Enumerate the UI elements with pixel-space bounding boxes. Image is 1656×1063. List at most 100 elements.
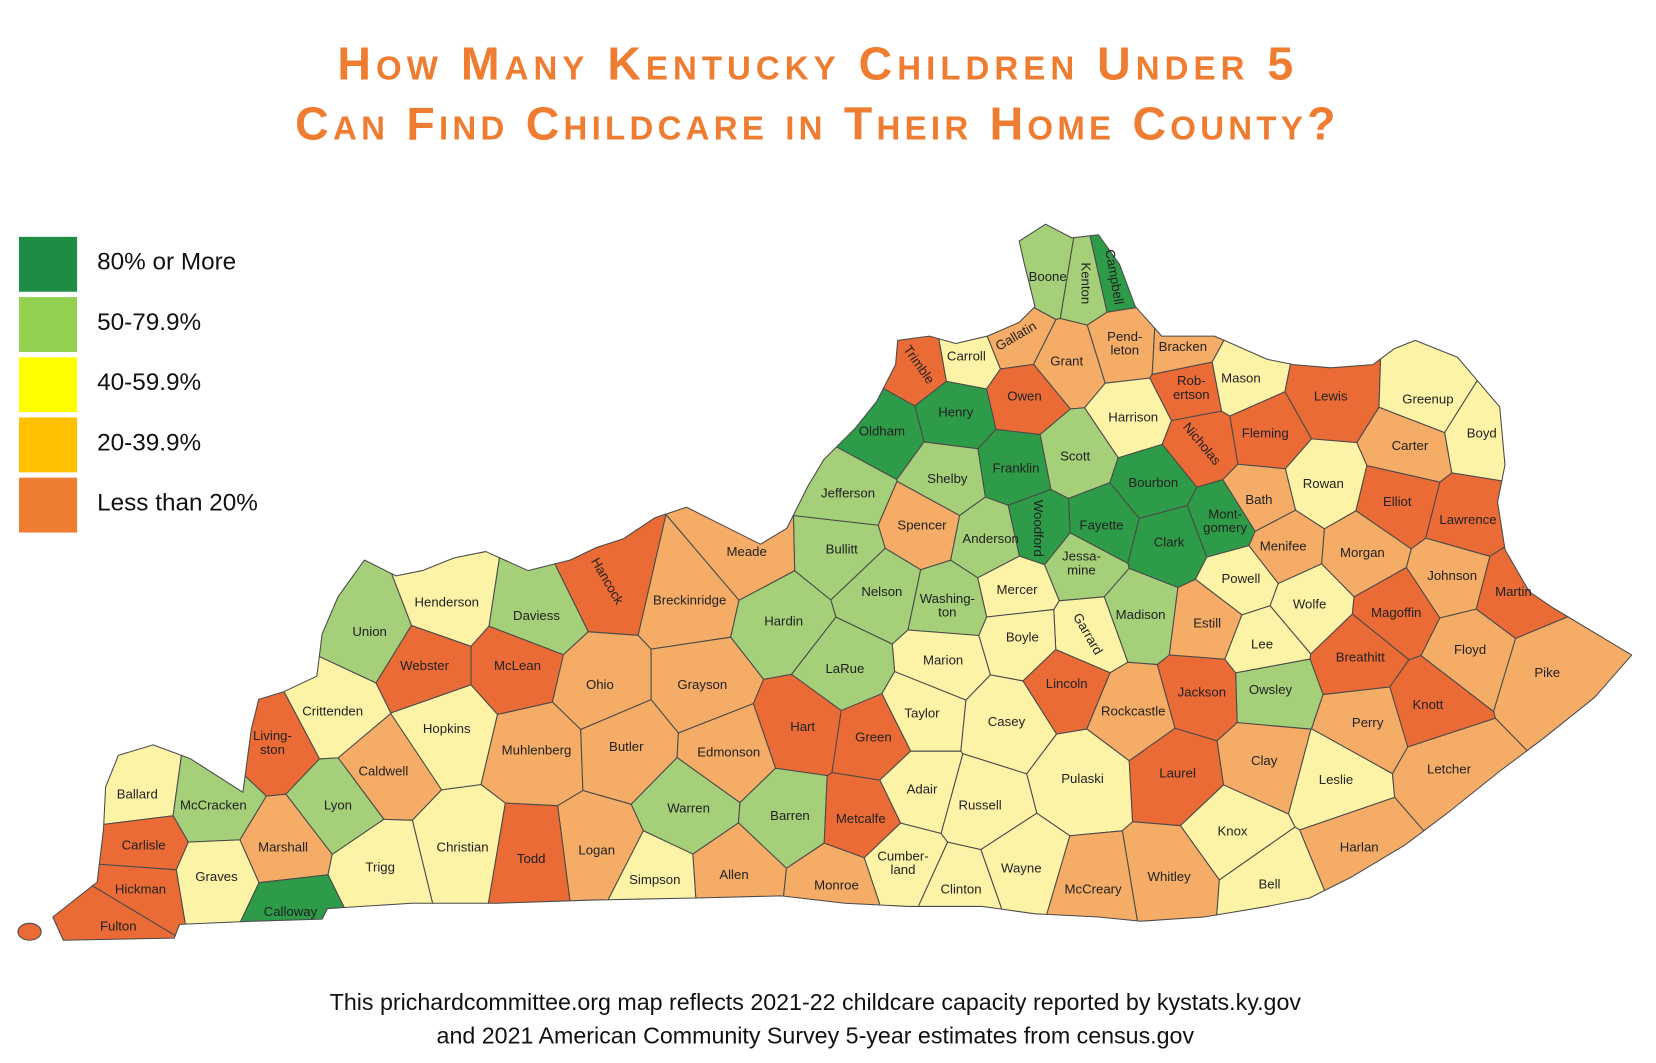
legend-label: 20-39.9% <box>97 429 201 456</box>
county-label-line: Boyle <box>1006 629 1039 644</box>
county <box>91 863 186 937</box>
county-label: Warren <box>667 800 710 815</box>
county-label: Woodford <box>1031 500 1046 557</box>
county-label: Carroll <box>947 348 986 363</box>
county-label: Magoffin <box>1371 605 1421 620</box>
county-label-line: Estill <box>1193 616 1221 631</box>
county-label: Marshall <box>258 840 308 855</box>
county-label: Clay <box>1251 753 1278 768</box>
county-label: Leslie <box>1319 772 1353 787</box>
county-label: Boyd <box>1467 426 1497 441</box>
county-label: Rowan <box>1303 476 1344 491</box>
county-label-line: Clinton <box>941 882 982 897</box>
county-label-line: ston <box>260 742 285 757</box>
county-label-line: Franklin <box>993 460 1040 475</box>
county-label-line: ton <box>938 605 956 620</box>
county-label-line: Greenup <box>1402 392 1453 407</box>
county-label-line: Graves <box>195 869 238 884</box>
county <box>327 818 434 909</box>
county-label-line: Casey <box>988 714 1026 729</box>
county-label-line: Jessa- <box>1062 549 1101 564</box>
county-label-line: Leslie <box>1319 772 1353 787</box>
county-label: Mason <box>1221 371 1261 386</box>
county <box>1216 826 1326 916</box>
county-label: Butler <box>609 739 644 754</box>
county-label-line: Trigg <box>365 860 395 875</box>
legend-label: 40-59.9% <box>97 369 201 396</box>
county-label: Bracken <box>1159 339 1207 354</box>
county-label: Clinton <box>941 882 982 897</box>
county-label: Taylor <box>904 705 940 720</box>
county-label: Fleming <box>1242 426 1289 441</box>
county-label: Clark <box>1154 534 1185 549</box>
county-label: Fulton <box>100 919 137 934</box>
county-label-line: Taylor <box>904 705 940 720</box>
county-label: Scott <box>1060 449 1090 464</box>
county-label-line: Barren <box>770 808 810 823</box>
county-label-line: Rob- <box>1177 373 1206 388</box>
legend-label: 50-79.9% <box>97 309 201 336</box>
county-label-line: Knott <box>1412 697 1443 712</box>
county-label-line: Union <box>352 624 386 639</box>
county-label-line: Bath <box>1245 492 1272 507</box>
county-label-line: Logan <box>578 843 615 858</box>
county-label: Henderson <box>414 594 479 609</box>
county-label: Adair <box>907 781 938 796</box>
county-label-line: Washing- <box>920 591 975 606</box>
county-label: Oldham <box>859 423 905 438</box>
county-label-line: Carroll <box>947 348 986 363</box>
county-label-line: Jackson <box>1178 684 1226 699</box>
county-label: Martin <box>1495 584 1532 599</box>
source-line: and 2021 American Community Survey 5-yea… <box>437 1023 1195 1049</box>
county-label-line: Fayette <box>1080 517 1124 532</box>
county-label-line: Floyd <box>1454 642 1486 657</box>
county-label-line: mine <box>1067 562 1096 577</box>
source-line: This prichardcommittee.org map reflects … <box>330 989 1302 1015</box>
county-label-line: Hopkins <box>423 721 471 736</box>
county-label: Nelson <box>861 584 902 599</box>
county-label-line: Simpson <box>629 872 680 887</box>
county-label: LaRue <box>825 661 864 676</box>
county-label-line: Lawrence <box>1439 512 1496 527</box>
county-label-line: Clark <box>1154 534 1185 549</box>
county <box>487 802 571 904</box>
county-label-line: Allen <box>719 867 748 882</box>
county-label: Henry <box>938 404 974 419</box>
county-label-line: Hickman <box>115 882 166 897</box>
county <box>52 885 176 941</box>
county-label: Simpson <box>629 872 680 887</box>
county-label-line: Menifee <box>1260 539 1307 554</box>
county-label: Owen <box>1007 389 1041 404</box>
county-label: Green <box>855 730 892 745</box>
county-label: Boyle <box>1006 629 1039 644</box>
county-label-line: Monroe <box>814 878 859 893</box>
county-label-line: Edmonson <box>697 744 760 759</box>
county-label-line: McLean <box>494 658 541 673</box>
county-label: Living-ston <box>253 728 292 757</box>
county-label: Hart <box>790 719 815 734</box>
county-label: Crittenden <box>302 703 363 718</box>
county-label: Washing-ton <box>920 591 975 620</box>
county-label-line: Bourbon <box>1128 475 1178 490</box>
county-label-line: Marion <box>923 653 963 668</box>
county-label-line: Fleming <box>1242 426 1289 441</box>
county-label: Grant <box>1050 354 1083 369</box>
county-label-line: Caldwell <box>358 763 408 778</box>
county-label: Floyd <box>1454 642 1486 657</box>
county-label-line: Wolfe <box>1293 597 1326 612</box>
county-label-line: Boyd <box>1467 426 1497 441</box>
county-label-line: Lyon <box>324 797 352 812</box>
county-label: Shelby <box>927 471 968 486</box>
county-label: Lyon <box>324 797 352 812</box>
county-label-line: Anderson <box>962 531 1018 546</box>
county-exclave <box>17 922 42 941</box>
county-label: Wayne <box>1001 861 1042 876</box>
county-label: Trigg <box>365 860 395 875</box>
county-label: Wolfe <box>1293 597 1326 612</box>
county-label: Union <box>352 624 386 639</box>
county-label-line: Knox <box>1217 824 1247 839</box>
county-label: Jefferson <box>821 486 875 501</box>
county-label: Jackson <box>1178 684 1226 699</box>
legend-swatch <box>19 236 78 292</box>
